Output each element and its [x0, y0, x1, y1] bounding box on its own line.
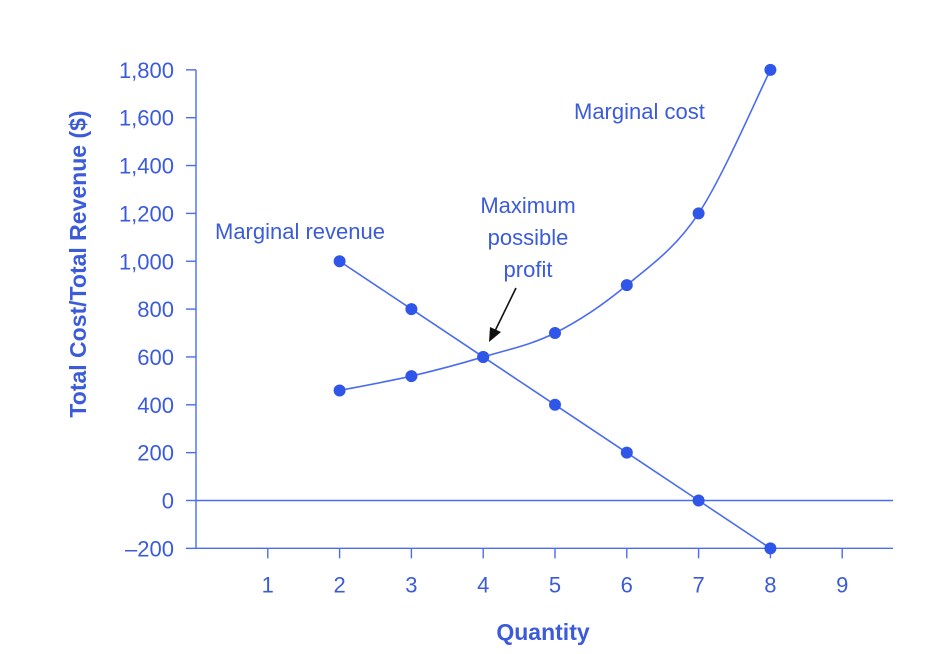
- marginal-cost-point: [333, 384, 346, 397]
- x-tick-label: 5: [549, 572, 561, 597]
- marginal-cost-point: [477, 350, 490, 363]
- x-ticks: 1 2 3 4 5 6 7 8 9: [262, 548, 848, 597]
- y-tick-label: 1,600: [119, 106, 174, 131]
- y-tick-label: 1,800: [119, 58, 174, 83]
- marginal-revenue-label: Marginal revenue: [215, 219, 385, 244]
- x-tick-label: 2: [333, 572, 345, 597]
- x-tick-label: 8: [764, 572, 776, 597]
- y-tick-label: 1,200: [119, 201, 174, 226]
- annotation-arrow-shaft: [493, 287, 517, 334]
- annotation-line-possible: possible: [488, 225, 569, 250]
- marginal-cost-point: [692, 207, 705, 220]
- marginal-revenue-point: [620, 446, 633, 459]
- x-tick-label: 4: [477, 572, 489, 597]
- x-axis-title: Quantity: [496, 619, 589, 645]
- marginal-revenue-point: [764, 542, 777, 555]
- y-tick-label: 400: [137, 393, 174, 418]
- y-tick-label: 1,000: [119, 249, 174, 274]
- x-tick-label: 1: [262, 572, 274, 597]
- y-tick-label: 1,400: [119, 154, 174, 179]
- series-layer: [333, 63, 777, 555]
- marginal-revenue-point: [405, 303, 418, 316]
- marginal-revenue-point: [333, 255, 346, 268]
- marginal-cost-point: [549, 327, 561, 340]
- annotation-arrow-head: [489, 327, 501, 342]
- annotation-arrow: [489, 287, 517, 342]
- labels-layer: Quantity Total Cost/Total Revenue ($) Ma…: [65, 99, 705, 645]
- marginal-cost-point: [620, 279, 633, 292]
- x-tick-label: 6: [621, 572, 633, 597]
- marginal-cost-label: Marginal cost: [574, 99, 705, 124]
- axes: [195, 69, 893, 550]
- y-axis-title: Total Cost/Total Revenue ($): [65, 110, 91, 417]
- marginal-revenue-point: [692, 494, 705, 507]
- y-tick-label: –200: [125, 536, 174, 561]
- y-tick-label: 0: [162, 489, 174, 514]
- y-tick-label: 800: [137, 297, 174, 322]
- marginal-revenue-point: [549, 398, 561, 411]
- y-tick-label: 200: [137, 441, 174, 466]
- x-tick-label: 9: [836, 572, 848, 597]
- marginal-cost-point: [764, 63, 777, 76]
- marginal-cost-point: [405, 370, 418, 383]
- x-tick-label: 7: [692, 572, 704, 597]
- x-tick-label: 3: [405, 572, 417, 597]
- y-tick-label: 600: [137, 345, 174, 370]
- annotation-line-profit: profit: [504, 257, 553, 282]
- annotation-line-maximum: Maximum: [480, 193, 575, 218]
- y-ticks: –200 0 200 400 600 800 1,000 1,200 1,400 1,600 1,8…: [119, 58, 196, 561]
